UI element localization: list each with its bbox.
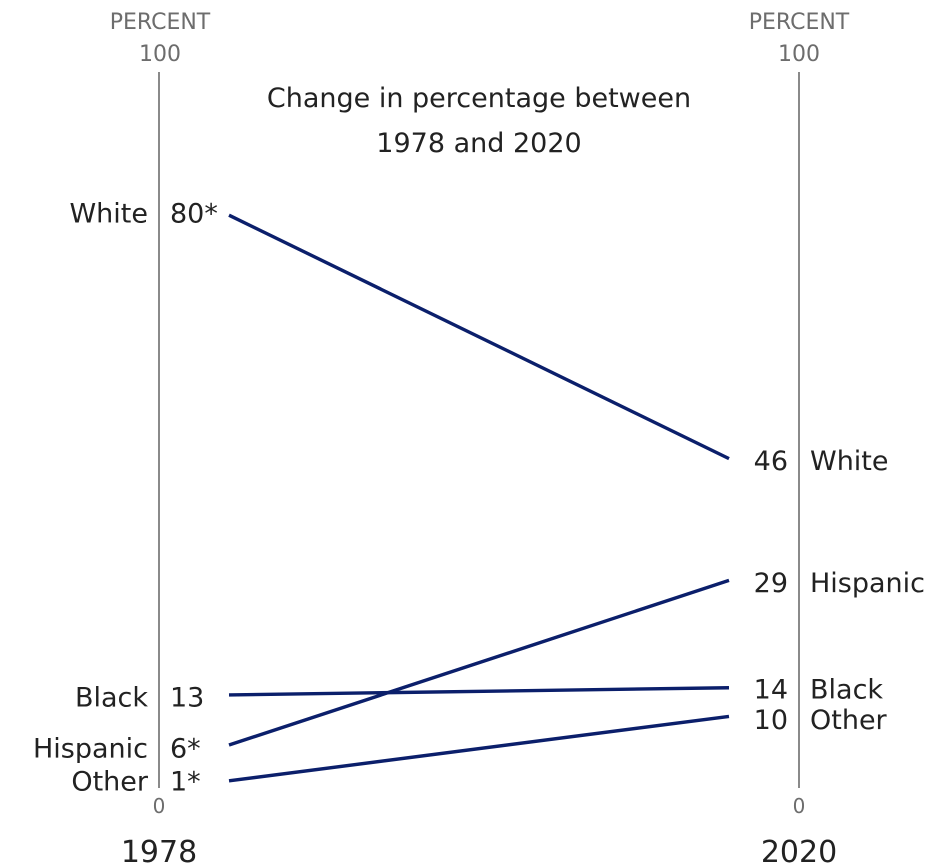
- series-line-white: [228, 213, 730, 461]
- left-category-label-other: Other: [71, 766, 149, 797]
- series-line-other: [228, 714, 730, 783]
- right-year-label: 2020: [761, 835, 837, 868]
- chart-title-line-2: 1978 and 2020: [376, 128, 581, 159]
- left-year-label: 1978: [121, 835, 197, 868]
- chart-title-line-1: Change in percentage between: [267, 83, 691, 114]
- left-value-label-hispanic: 6*: [170, 734, 201, 765]
- left-category-label-white: White: [69, 199, 148, 230]
- left-category-label-hispanic: Hispanic: [33, 734, 148, 765]
- right-axis-bottom-tick: 0: [793, 794, 806, 818]
- left-axis-unit-label: PERCENT: [110, 10, 211, 35]
- left-axis-top-tick: 100: [139, 42, 181, 67]
- right-axis-unit-label: PERCENT: [749, 10, 850, 35]
- right-category-label-hispanic: Hispanic: [810, 568, 925, 599]
- left-value-label-black: 13: [170, 682, 204, 713]
- left-category-label-black: Black: [75, 682, 148, 713]
- series-line-black: [228, 686, 730, 697]
- left-value-label-white: 80*: [170, 199, 218, 230]
- right-value-label-white: 46: [754, 446, 788, 477]
- left-value-label-other: 1*: [170, 766, 201, 797]
- right-category-label-white: White: [810, 446, 889, 477]
- right-value-label-hispanic: 29: [754, 568, 788, 599]
- right-category-label-other: Other: [810, 705, 888, 736]
- series-layer: White 80* 46 White Hispanic 6* 29 Hispanic Black…: [33, 199, 925, 798]
- right-category-label-black: Black: [810, 674, 883, 705]
- right-value-label-black: 14: [754, 674, 788, 705]
- left-axis-bottom-tick: 0: [153, 794, 166, 818]
- series-line-hispanic: [228, 578, 730, 747]
- right-value-label-other: 10: [754, 705, 788, 736]
- right-axis-top-tick: 100: [778, 42, 820, 67]
